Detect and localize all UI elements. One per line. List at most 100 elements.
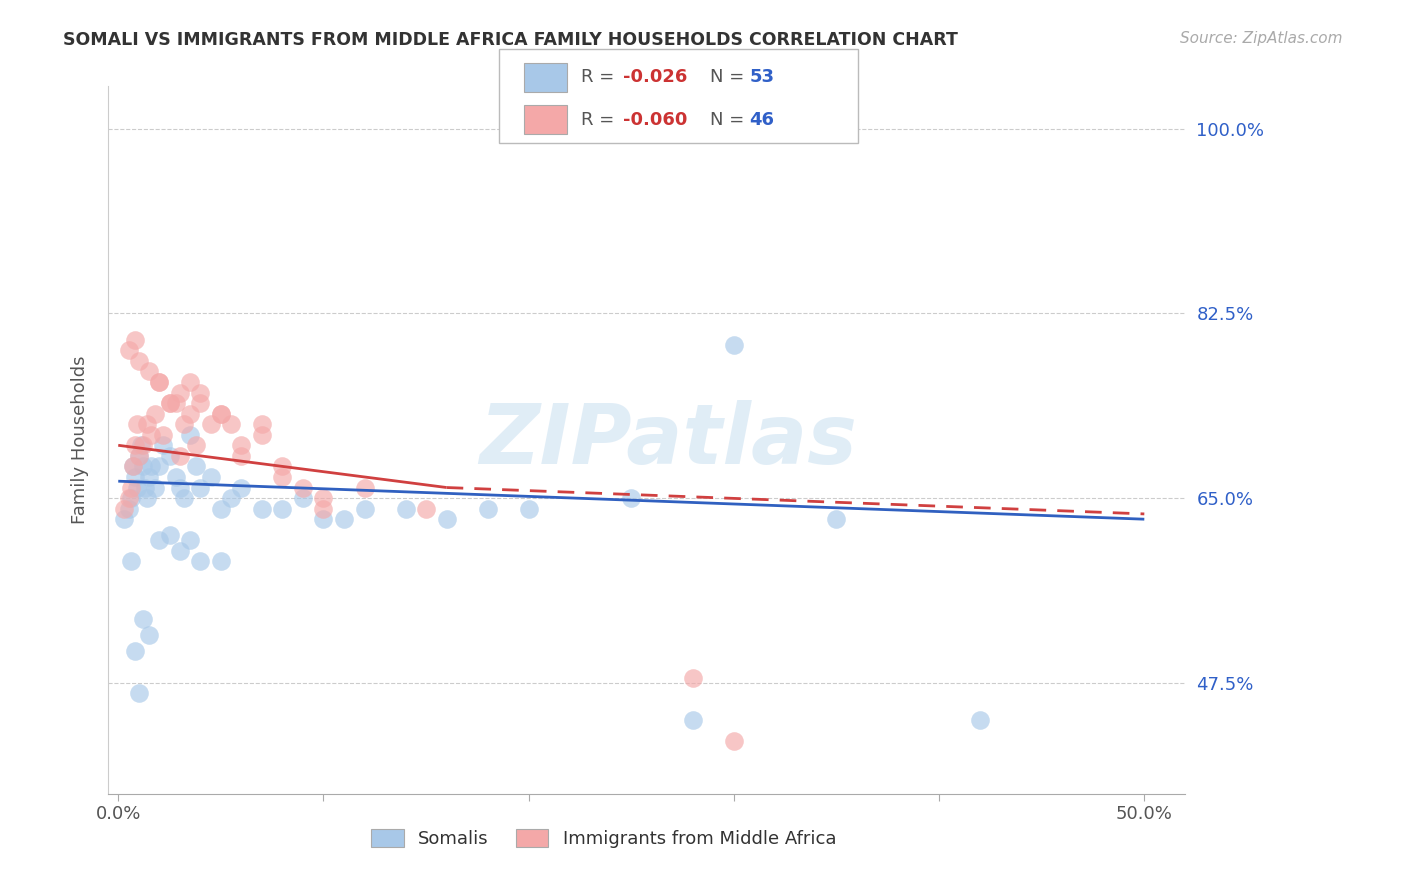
Point <box>159 449 181 463</box>
Point <box>188 481 211 495</box>
Point <box>231 481 253 495</box>
Point <box>165 396 187 410</box>
Point <box>179 533 201 548</box>
Point <box>132 459 155 474</box>
Point <box>415 501 437 516</box>
Point <box>169 449 191 463</box>
Point <box>128 354 150 368</box>
Text: R =: R = <box>581 69 620 87</box>
Point <box>117 343 139 358</box>
Point <box>159 396 181 410</box>
Point <box>138 470 160 484</box>
Point <box>271 470 294 484</box>
Point <box>120 554 142 568</box>
Point <box>291 491 314 505</box>
Point <box>219 417 242 432</box>
Text: -0.026: -0.026 <box>623 69 688 87</box>
Text: ZIPatlas: ZIPatlas <box>479 400 858 481</box>
Point <box>231 449 253 463</box>
Point <box>250 417 273 432</box>
Point <box>209 407 232 421</box>
Point <box>291 481 314 495</box>
Point <box>173 491 195 505</box>
Text: SOMALI VS IMMIGRANTS FROM MIDDLE AFRICA FAMILY HOUSEHOLDS CORRELATION CHART: SOMALI VS IMMIGRANTS FROM MIDDLE AFRICA … <box>63 31 957 49</box>
Point <box>179 407 201 421</box>
Point <box>120 491 142 505</box>
Point <box>128 686 150 700</box>
Text: 46: 46 <box>749 111 775 128</box>
Point <box>117 501 139 516</box>
Point <box>723 338 745 352</box>
Point <box>121 459 143 474</box>
Point <box>132 612 155 626</box>
Point <box>312 512 335 526</box>
Point <box>143 407 166 421</box>
Point <box>139 459 162 474</box>
Point <box>436 512 458 526</box>
Point <box>169 544 191 558</box>
Point <box>132 438 155 452</box>
Point <box>200 470 222 484</box>
Point <box>682 713 704 727</box>
Point <box>517 501 540 516</box>
Text: N =: N = <box>710 69 749 87</box>
Point <box>219 491 242 505</box>
Point <box>250 501 273 516</box>
Point <box>136 417 159 432</box>
Point <box>112 512 135 526</box>
Point <box>179 427 201 442</box>
Point <box>179 375 201 389</box>
Point <box>125 417 148 432</box>
Point <box>173 417 195 432</box>
Point <box>125 481 148 495</box>
Point <box>124 470 146 484</box>
Point <box>620 491 643 505</box>
Point <box>209 554 232 568</box>
Point <box>353 501 375 516</box>
Point <box>231 438 253 452</box>
Text: 53: 53 <box>749 69 775 87</box>
Point <box>143 481 166 495</box>
Text: -0.060: -0.060 <box>623 111 688 128</box>
Point <box>128 449 150 463</box>
Point <box>152 438 174 452</box>
Point <box>139 427 162 442</box>
Point <box>209 501 232 516</box>
Point <box>128 449 150 463</box>
Point <box>188 385 211 400</box>
Point <box>477 501 499 516</box>
Point <box>124 333 146 347</box>
Point <box>969 713 991 727</box>
Point <box>148 533 170 548</box>
Point <box>186 459 208 474</box>
Point <box>333 512 356 526</box>
Point <box>169 385 191 400</box>
Text: Source: ZipAtlas.com: Source: ZipAtlas.com <box>1180 31 1343 46</box>
Point <box>250 427 273 442</box>
Text: N =: N = <box>710 111 749 128</box>
Point <box>188 396 211 410</box>
Point <box>117 491 139 505</box>
Point <box>134 481 156 495</box>
Point <box>138 628 160 642</box>
Legend: Somalis, Immigrants from Middle Africa: Somalis, Immigrants from Middle Africa <box>364 822 844 855</box>
Point <box>312 501 335 516</box>
Point <box>148 459 170 474</box>
Point <box>353 481 375 495</box>
Point <box>159 396 181 410</box>
Point <box>200 417 222 432</box>
Text: R =: R = <box>581 111 620 128</box>
Point <box>148 375 170 389</box>
Point <box>124 438 146 452</box>
Point <box>136 491 159 505</box>
Point <box>825 512 848 526</box>
Point <box>271 501 294 516</box>
Point <box>271 459 294 474</box>
Point <box>186 438 208 452</box>
Point <box>188 554 211 568</box>
Point <box>165 470 187 484</box>
Point <box>169 481 191 495</box>
Point <box>112 501 135 516</box>
Point <box>682 671 704 685</box>
Point <box>124 644 146 658</box>
